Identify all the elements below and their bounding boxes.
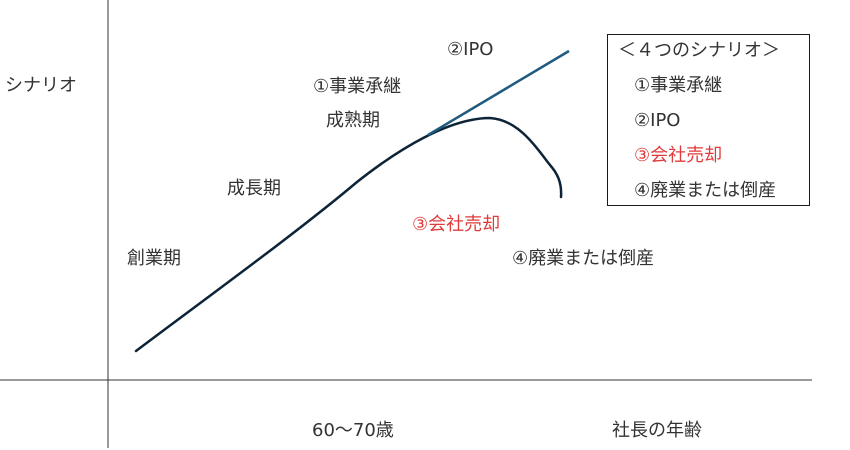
scenario-sale-label: ③会社売却 — [412, 214, 501, 235]
scenario-succession-label: ①事業承継 — [313, 76, 402, 97]
y-axis-label: シナリオ — [5, 75, 77, 96]
ipo-line — [427, 49, 570, 137]
scenario-legend: ＜４つのシナリオ＞ ①事業承継 ②IPO ③会社売却 ④廃業または倒産 — [607, 34, 810, 206]
stage-maturity-label: 成熟期 — [326, 110, 380, 131]
legend-item-succession: ①事業承継 — [634, 75, 723, 96]
scenario-ipo-label: ②IPO — [447, 39, 494, 60]
scenario-closure-label: ④廃業または倒産 — [512, 248, 655, 269]
stage-growth-label: 成長期 — [227, 178, 281, 199]
x-axis-tick-label: 60～70歳 — [312, 420, 394, 441]
x-axis-label: 社長の年齢 — [612, 420, 702, 441]
legend-item-ipo: ②IPO — [634, 110, 681, 131]
legend-item-sale: ③会社売却 — [634, 145, 723, 166]
legend-item-closure: ④廃業または倒産 — [634, 180, 777, 201]
legend-title: ＜４つのシナリオ＞ — [618, 40, 780, 61]
growth-curve — [134, 116, 563, 353]
stage-founding-label: 創業期 — [127, 248, 181, 269]
